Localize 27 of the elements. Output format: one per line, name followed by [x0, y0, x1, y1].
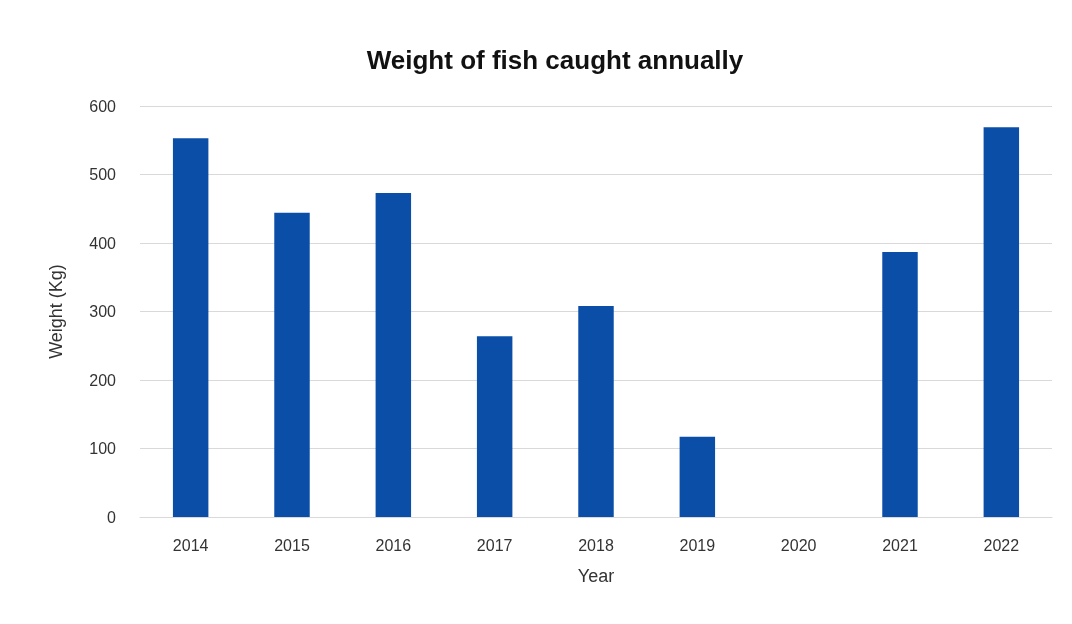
y-tick-label: 200: [89, 371, 117, 389]
bar: [983, 127, 1020, 517]
x-tick-label: 2014: [172, 536, 209, 554]
x-tick-label: 2018: [578, 536, 614, 554]
y-axis-title: Weight (Kg): [46, 264, 66, 359]
y-tick-label: 500: [89, 166, 117, 183]
x-axis-title: Year: [577, 566, 615, 586]
chart-title: Weight of fish caught annually: [366, 45, 744, 75]
bar: [172, 138, 209, 517]
y-tick-label: 100: [89, 440, 117, 457]
y-tick-label: 600: [89, 97, 117, 115]
bar: [882, 251, 918, 517]
y-tick-label: 300: [89, 303, 117, 320]
x-tick-label: 2019: [679, 536, 716, 554]
bar: [679, 436, 716, 517]
y-tick-label: 400: [89, 234, 117, 252]
bar: [476, 336, 513, 517]
bar: [274, 212, 310, 517]
x-tick-label: 2021: [882, 536, 918, 554]
bar: [578, 306, 614, 517]
x-tick-label: 2017: [476, 536, 513, 554]
x-tick-label: 2022: [983, 536, 1020, 554]
bar: [375, 193, 412, 517]
x-tick-label: 2015: [274, 536, 310, 554]
x-tick-label: 2016: [375, 536, 412, 554]
x-tick-label: 2020: [780, 536, 817, 554]
y-tick-label: 0: [107, 508, 117, 526]
